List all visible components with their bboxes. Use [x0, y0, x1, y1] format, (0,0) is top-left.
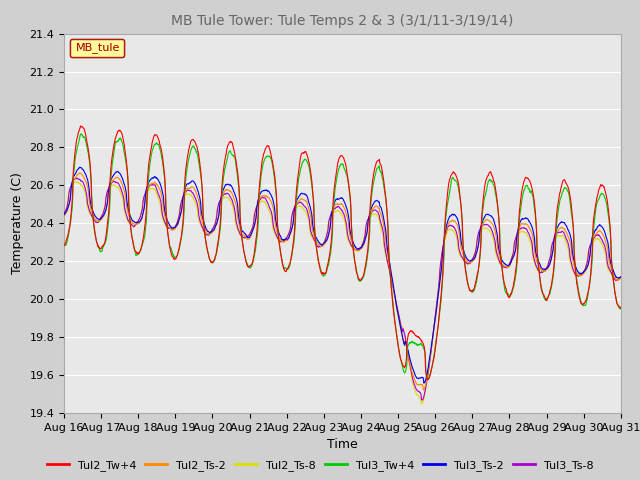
Line: Tul2_Tw+4: Tul2_Tw+4 — [64, 126, 621, 380]
X-axis label: Time: Time — [327, 438, 358, 451]
Title: MB Tule Tower: Tule Temps 2 & 3 (3/1/11-3/19/14): MB Tule Tower: Tule Temps 2 & 3 (3/1/11-… — [172, 14, 513, 28]
Tul2_Ts-2 — [617, 276, 625, 281]
Tul3_Ts-8 — [308, 232, 316, 238]
Tul2_Ts-2 — [318, 244, 326, 250]
Tul2_Ts-8 — [104, 190, 111, 195]
Tul3_Tw+4 — [104, 228, 111, 234]
Tul3_Tw+4 — [77, 131, 85, 137]
Tul3_Tw+4 — [617, 306, 625, 312]
Y-axis label: Temperature (C): Temperature (C) — [11, 172, 24, 274]
Tul2_Ts-8 — [60, 210, 68, 216]
Tul2_Ts-8 — [378, 226, 385, 231]
Tul3_Tw+4 — [308, 186, 316, 192]
Line: Tul3_Tw+4: Tul3_Tw+4 — [64, 134, 621, 379]
Tul3_Ts-8 — [104, 188, 111, 194]
Tul2_Ts-8 — [418, 401, 426, 407]
Tul2_Ts-2 — [126, 216, 134, 222]
Tul2_Tw+4 — [104, 221, 111, 227]
Tul2_Ts-8 — [318, 242, 326, 248]
Line: Tul2_Ts-8: Tul2_Ts-8 — [64, 182, 621, 404]
Line: Tul3_Ts-8: Tul3_Ts-8 — [64, 178, 621, 400]
Tul3_Ts-2 — [318, 242, 326, 248]
Tul2_Tw+4 — [617, 305, 625, 311]
Tul3_Ts-8 — [617, 274, 625, 280]
Tul2_Ts-8 — [617, 274, 625, 279]
Tul3_Tw+4 — [318, 272, 326, 277]
Legend: Tul2_Tw+4, Tul2_Ts-2, Tul2_Ts-8, Tul3_Tw+4, Tul3_Ts-2, Tul3_Ts-8: Tul2_Tw+4, Tul2_Ts-2, Tul2_Ts-8, Tul3_Tw… — [44, 457, 596, 474]
Tul2_Ts-2 — [297, 196, 305, 202]
Tul2_Ts-2 — [104, 197, 111, 203]
Tul2_Ts-2 — [60, 213, 68, 218]
Tul2_Tw+4 — [424, 377, 432, 383]
Tul2_Tw+4 — [126, 220, 134, 226]
Tul3_Ts-2 — [76, 164, 84, 170]
Tul3_Ts-2 — [420, 380, 428, 386]
Legend: MB_tule: MB_tule — [70, 39, 124, 57]
Tul2_Ts-2 — [378, 212, 385, 217]
Tul3_Ts-2 — [308, 215, 316, 220]
Tul3_Tw+4 — [60, 241, 68, 247]
Tul3_Ts-2 — [126, 213, 134, 218]
Tul2_Tw+4 — [77, 123, 84, 129]
Tul3_Ts-8 — [60, 211, 68, 216]
Tul2_Tw+4 — [378, 163, 385, 168]
Tul3_Tw+4 — [126, 218, 134, 224]
Tul3_Ts-8 — [378, 221, 385, 227]
Tul2_Ts-8 — [126, 221, 134, 227]
Tul3_Ts-2 — [617, 274, 625, 280]
Tul2_Ts-2 — [308, 226, 316, 231]
Tul2_Ts-8 — [308, 235, 316, 240]
Tul3_Ts-8 — [126, 220, 134, 226]
Tul2_Tw+4 — [308, 182, 316, 188]
Tul3_Ts-8 — [318, 242, 326, 248]
Line: Tul2_Ts-2: Tul2_Ts-2 — [64, 173, 621, 390]
Tul2_Ts-2 — [420, 387, 428, 393]
Tul3_Ts-2 — [297, 191, 305, 197]
Tul3_Ts-2 — [104, 200, 111, 205]
Tul2_Ts-8 — [73, 179, 81, 185]
Tul2_Ts-8 — [297, 203, 305, 209]
Tul3_Ts-8 — [73, 175, 81, 181]
Tul2_Tw+4 — [297, 155, 305, 160]
Tul3_Tw+4 — [378, 169, 385, 175]
Tul3_Ts-8 — [297, 199, 305, 205]
Tul3_Ts-2 — [60, 211, 68, 217]
Line: Tul3_Ts-2: Tul3_Ts-2 — [64, 167, 621, 383]
Tul3_Tw+4 — [424, 376, 432, 382]
Tul2_Tw+4 — [60, 243, 68, 249]
Tul3_Tw+4 — [297, 166, 305, 172]
Tul3_Ts-2 — [378, 205, 385, 211]
Tul2_Tw+4 — [318, 270, 326, 276]
Tul3_Ts-8 — [418, 397, 426, 403]
Tul2_Ts-2 — [76, 170, 84, 176]
